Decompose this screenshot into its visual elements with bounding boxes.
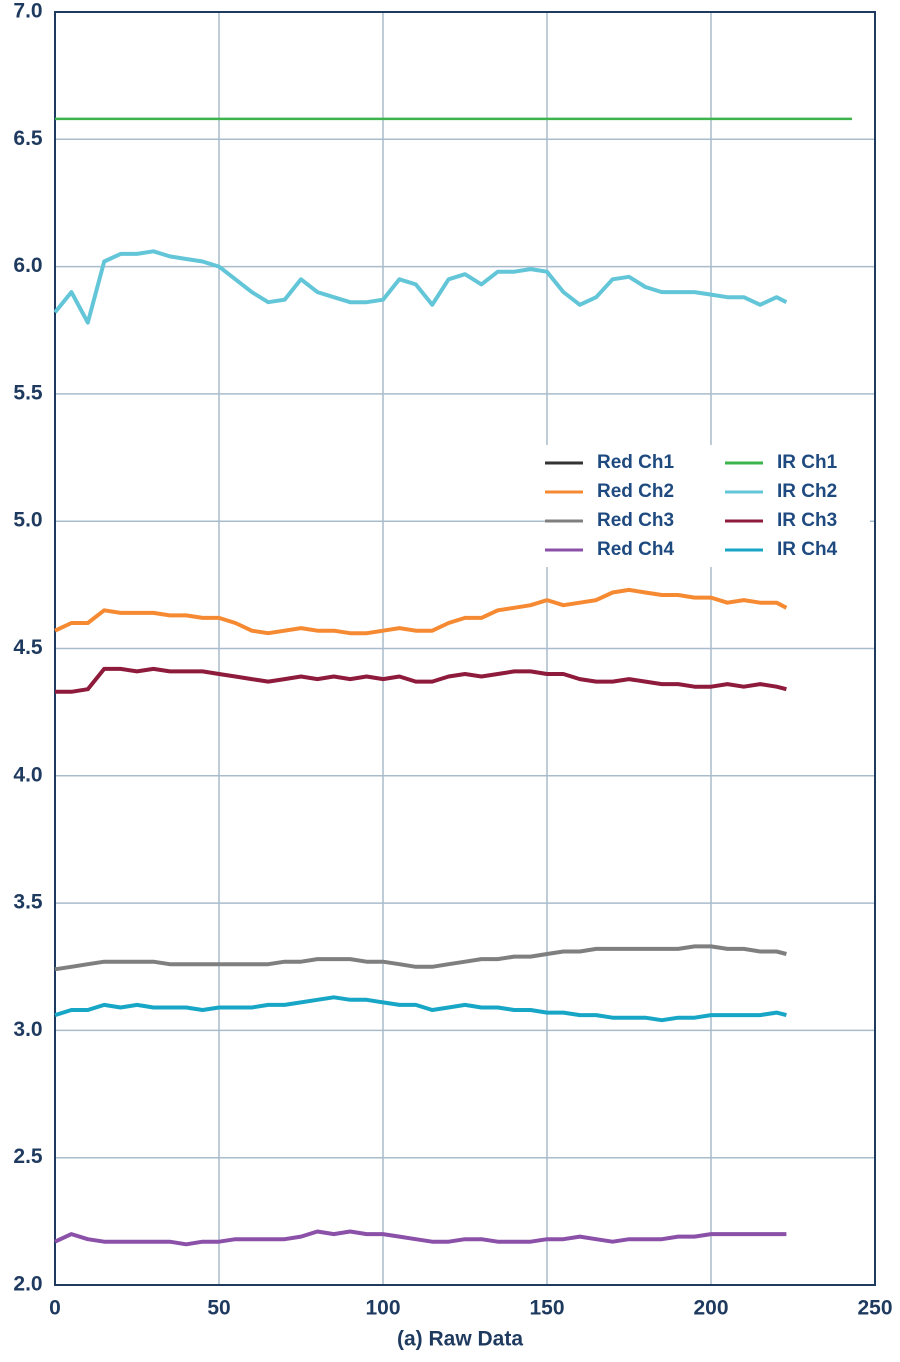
legend-label: Red Ch3 xyxy=(597,510,674,531)
y-tick-label: 3.5 xyxy=(13,891,43,914)
x-tick-label: 0 xyxy=(49,1297,61,1320)
legend: Red Ch1 Red Ch2 Red Ch3 Red Ch4 IR Ch1 IR Ch2… xyxy=(545,445,870,567)
plot-frame xyxy=(54,11,876,1286)
series-line xyxy=(54,944,787,972)
legend-label: IR Ch4 xyxy=(777,539,838,560)
y-tick-label: 2.0 xyxy=(13,1273,42,1296)
y-tick-label: 6.0 xyxy=(13,254,42,277)
legend-label: IR Ch1 xyxy=(777,452,838,473)
y-tick-label: 3.0 xyxy=(13,1018,42,1041)
x-tick-label: 100 xyxy=(365,1297,400,1320)
x-tick-label: 150 xyxy=(529,1297,564,1320)
x-tick-label: 250 xyxy=(857,1297,892,1320)
legend-box xyxy=(545,445,870,567)
y-tick-label: 2.5 xyxy=(13,1145,43,1168)
x-tick-label: 50 xyxy=(207,1297,230,1320)
legend-label: Red Ch2 xyxy=(597,481,674,502)
y-tick-label: 7.0 xyxy=(13,0,42,23)
series-line xyxy=(54,587,788,636)
series-line xyxy=(54,995,787,1023)
x-tick-label: 200 xyxy=(693,1297,728,1320)
legend-label: IR Ch3 xyxy=(777,510,837,531)
y-tick-label: 4.0 xyxy=(13,763,42,786)
y-tick-label: 5.5 xyxy=(13,381,43,404)
y-tick-label: 4.5 xyxy=(13,636,43,659)
x-axis-label: (a) Raw Data xyxy=(397,1328,523,1351)
legend-label: Red Ch4 xyxy=(597,539,675,560)
legend-label: Red Ch1 xyxy=(597,452,675,473)
series-line xyxy=(55,666,787,694)
y-tick-label: 6.5 xyxy=(13,127,43,150)
series-line xyxy=(54,1229,787,1247)
legend-label: IR Ch2 xyxy=(777,481,837,502)
y-tick-label: 5.0 xyxy=(13,509,42,532)
series-line xyxy=(53,249,788,325)
